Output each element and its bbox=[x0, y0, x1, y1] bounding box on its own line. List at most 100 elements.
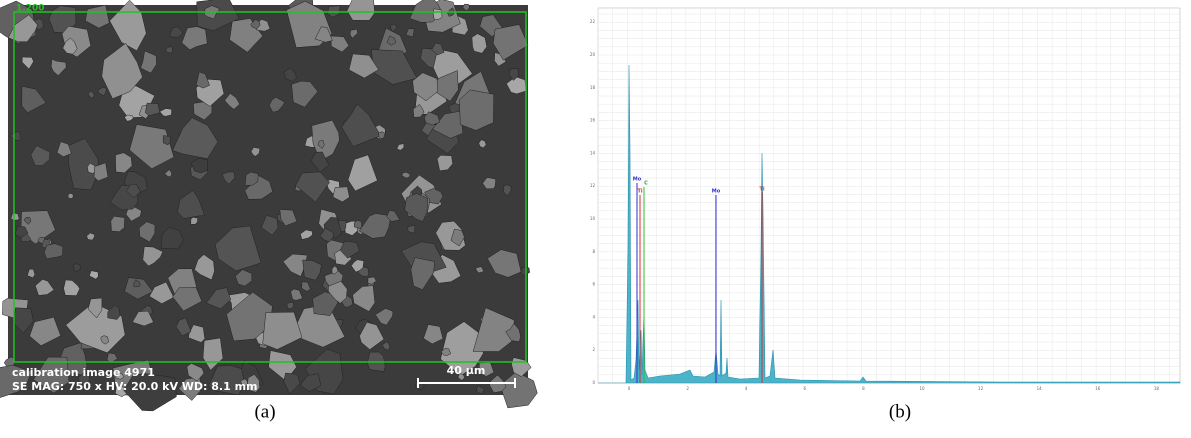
particle bbox=[520, 267, 530, 277]
x-tick-label: 4 bbox=[745, 386, 748, 391]
y-tick-label: 6 bbox=[592, 282, 595, 287]
particle bbox=[328, 280, 348, 304]
particle bbox=[115, 371, 125, 380]
particle bbox=[478, 362, 495, 377]
particle bbox=[125, 205, 142, 222]
particle bbox=[317, 139, 325, 149]
particle bbox=[86, 232, 95, 241]
particle bbox=[43, 243, 64, 260]
particle bbox=[100, 335, 109, 345]
particle bbox=[50, 58, 67, 76]
particle bbox=[462, 3, 470, 12]
particle bbox=[162, 135, 171, 146]
particle bbox=[188, 324, 206, 343]
particle bbox=[97, 87, 108, 97]
scale-bar-label: 40 µm bbox=[447, 364, 486, 377]
particle bbox=[282, 253, 308, 277]
particle bbox=[299, 373, 322, 392]
x-tick-label: 14 bbox=[1037, 386, 1043, 391]
particle bbox=[482, 177, 496, 190]
particle bbox=[194, 254, 215, 281]
x-tick-label: 18 bbox=[1154, 386, 1160, 391]
particle bbox=[221, 171, 236, 185]
particle bbox=[262, 311, 303, 350]
y-tick-label: 12 bbox=[590, 183, 596, 188]
particle bbox=[431, 42, 445, 56]
particle bbox=[412, 104, 425, 118]
y-tick-label: 18 bbox=[590, 85, 596, 90]
particle bbox=[492, 24, 529, 61]
particle bbox=[26, 268, 36, 279]
y-tick-label: 14 bbox=[590, 150, 596, 155]
x-tick-label: 8 bbox=[862, 386, 865, 391]
particle bbox=[85, 4, 110, 29]
particle bbox=[475, 266, 485, 273]
particle bbox=[348, 53, 379, 79]
particle bbox=[311, 119, 340, 162]
y-tick-label: 20 bbox=[590, 52, 596, 57]
x-tick-label: 16 bbox=[1095, 386, 1101, 391]
particle bbox=[35, 279, 55, 296]
particle bbox=[378, 131, 385, 140]
x-tick-label: 10 bbox=[919, 386, 925, 391]
particle bbox=[476, 385, 485, 394]
particle bbox=[250, 18, 261, 30]
particle bbox=[487, 249, 522, 278]
particle bbox=[160, 227, 184, 250]
x-tick-label: 0 bbox=[628, 386, 631, 391]
particle bbox=[283, 67, 297, 82]
particle bbox=[300, 229, 313, 240]
particle bbox=[386, 35, 396, 46]
particle bbox=[359, 322, 385, 350]
particle bbox=[21, 56, 34, 70]
particle bbox=[206, 287, 232, 310]
plot-area bbox=[597, 7, 1181, 384]
particle bbox=[149, 281, 175, 304]
particle bbox=[401, 172, 411, 179]
particle bbox=[291, 80, 319, 108]
particle bbox=[450, 228, 465, 247]
particle bbox=[423, 324, 444, 345]
particle bbox=[269, 96, 285, 113]
particle bbox=[87, 297, 103, 319]
particle bbox=[164, 169, 172, 178]
particle bbox=[107, 304, 121, 320]
y-tick-label: 0 bbox=[592, 380, 595, 385]
particle bbox=[226, 291, 273, 342]
particle bbox=[396, 143, 405, 151]
particle bbox=[214, 225, 262, 272]
x-tick-label: 6 bbox=[804, 386, 807, 391]
particle bbox=[172, 286, 203, 312]
particle bbox=[331, 265, 339, 275]
peak-label: C bbox=[644, 181, 648, 187]
particle bbox=[14, 225, 29, 238]
particle bbox=[77, 372, 91, 386]
particle bbox=[88, 270, 99, 280]
particle bbox=[140, 50, 157, 74]
particle bbox=[115, 152, 133, 174]
particle bbox=[138, 221, 156, 243]
particle bbox=[244, 173, 273, 200]
particle bbox=[290, 288, 303, 301]
y-tick-label: 2 bbox=[592, 347, 595, 352]
particle bbox=[314, 26, 333, 43]
particle bbox=[63, 279, 80, 296]
panel-label: (b) bbox=[889, 401, 911, 422]
particle bbox=[302, 259, 322, 281]
particle bbox=[261, 214, 279, 236]
particle bbox=[87, 90, 95, 99]
peak-markers bbox=[636, 183, 763, 383]
particle bbox=[133, 279, 141, 288]
particle bbox=[125, 183, 141, 199]
particle bbox=[165, 46, 174, 54]
particle bbox=[295, 171, 330, 203]
particle bbox=[181, 26, 208, 51]
selection-box bbox=[13, 11, 527, 363]
particle bbox=[8, 14, 38, 43]
particle bbox=[436, 155, 453, 172]
particle bbox=[407, 225, 416, 234]
particle bbox=[503, 184, 512, 196]
x-tick-label: 12 bbox=[978, 386, 984, 391]
particle bbox=[142, 246, 164, 267]
peak-label: Mo bbox=[633, 177, 642, 183]
